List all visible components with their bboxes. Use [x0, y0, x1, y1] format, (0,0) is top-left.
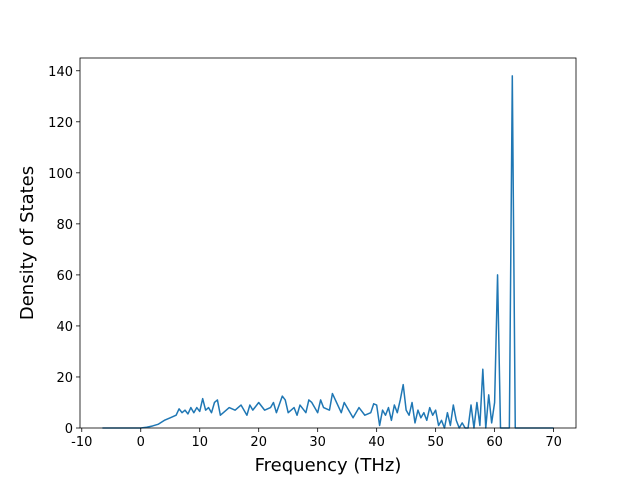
x-tick-label: 70	[545, 435, 562, 450]
y-tick-label: 80	[56, 218, 73, 233]
y-tick-label: 100	[48, 167, 73, 182]
x-tick-label: 20	[250, 435, 267, 450]
x-tick-label: 50	[427, 435, 444, 450]
x-tick-label: 10	[191, 435, 208, 450]
x-tick-label: -10	[71, 435, 92, 450]
y-tick-label: 40	[56, 320, 73, 335]
x-tick-label: 0	[137, 435, 145, 450]
y-tick-label: 120	[48, 116, 73, 131]
x-axis-label: Frequency (THz)	[255, 455, 402, 476]
plot-frame	[79, 57, 577, 429]
line	[102, 75, 554, 429]
x-tick-label: 30	[309, 435, 326, 450]
y-tick-label: 0	[65, 422, 73, 437]
x-tick-label: 60	[486, 435, 503, 450]
y-tick-label: 20	[56, 371, 73, 386]
x-tick-label: 40	[368, 435, 385, 450]
y-tick-label: 140	[48, 65, 73, 80]
y-axis-label: Density of States	[17, 166, 38, 320]
y-tick-label: 60	[56, 269, 73, 284]
